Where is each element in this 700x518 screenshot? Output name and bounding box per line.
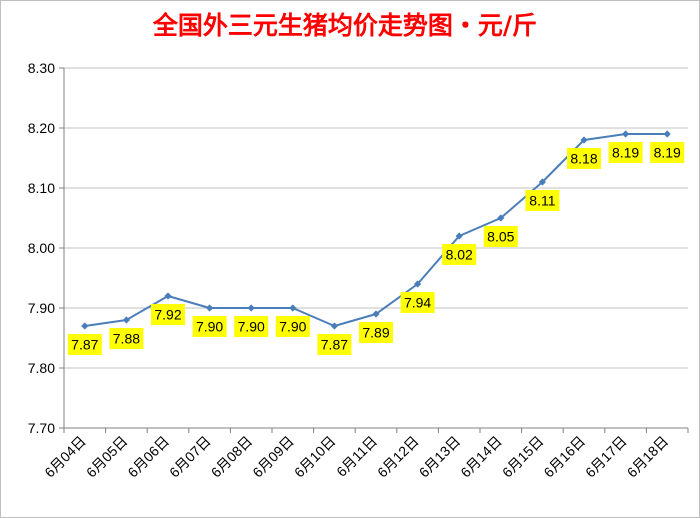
data-label: 8.18 — [570, 151, 597, 167]
data-label: 7.89 — [362, 325, 389, 341]
x-tick-label: 6月08日 — [208, 433, 256, 481]
data-label: 8.11 — [529, 193, 555, 209]
x-tick-label: 6月12日 — [374, 433, 422, 481]
data-point — [622, 130, 630, 138]
x-tick-label: 6月16日 — [540, 433, 588, 481]
data-label-box — [483, 226, 518, 247]
chart-title: 全国外三元生猪均价走势图・元/斤 — [152, 11, 537, 40]
data-point — [330, 322, 338, 330]
data-label-box — [317, 334, 352, 355]
data-label-box — [608, 142, 643, 163]
y-axis-ticks: 7.70 7.80 7.90 8.00 8.10 8.20 8.30 — [28, 60, 64, 436]
x-tick-label: 6月11日 — [333, 433, 380, 480]
data-label: 8.05 — [487, 229, 514, 245]
data-point — [289, 304, 297, 312]
data-point — [122, 316, 130, 324]
y-tick-label: 8.30 — [28, 60, 55, 76]
data-label-box — [567, 148, 601, 169]
x-tick-label: 6月13日 — [416, 433, 464, 481]
data-label: 7.94 — [404, 295, 431, 311]
data-point — [164, 292, 172, 300]
data-point — [247, 304, 255, 312]
data-point — [206, 304, 214, 312]
y-tick-label: 8.00 — [28, 240, 55, 256]
data-label: 7.87 — [71, 337, 98, 353]
data-label-box — [359, 322, 393, 343]
data-label: 7.87 — [321, 337, 348, 353]
data-point — [538, 178, 546, 186]
data-point — [414, 280, 422, 288]
data-label-box — [192, 316, 227, 337]
x-tick-label: 6月17日 — [582, 433, 630, 481]
y-tick-label: 7.70 — [28, 420, 55, 436]
y-tick-label: 8.20 — [28, 120, 55, 136]
wechat-icon — [480, 477, 503, 495]
watermark: 微信号: shengzhuwage — [480, 477, 661, 496]
data-point — [497, 214, 505, 222]
data-label: 8.19 — [612, 145, 639, 161]
data-label-box — [400, 292, 435, 313]
data-label: 8.19 — [654, 145, 681, 161]
data-label: 7.90 — [196, 319, 223, 335]
data-label-box — [650, 142, 685, 163]
data-label: 7.90 — [238, 319, 265, 335]
x-tick-label: 6月06日 — [124, 433, 172, 481]
x-tick-label: 6月09日 — [249, 433, 297, 481]
x-tick-label: 6月14日 — [457, 433, 505, 481]
x-tick-label: 6月04日 — [41, 433, 89, 481]
x-tick-label: 6月18日 — [624, 433, 672, 481]
data-label: 7.92 — [154, 307, 181, 323]
data-point — [81, 322, 89, 330]
data-label-box — [442, 244, 477, 265]
data-label-box — [275, 316, 310, 337]
data-label-box — [151, 304, 185, 325]
data-point — [455, 232, 463, 240]
data-label: 7.90 — [279, 319, 306, 335]
data-point — [372, 310, 380, 318]
x-tick-label: 6月07日 — [166, 433, 214, 481]
data-label: 8.02 — [446, 247, 473, 263]
data-point — [663, 130, 671, 138]
data-label-box — [67, 334, 102, 355]
y-tick-label: 7.90 — [28, 300, 55, 316]
data-label-box — [234, 316, 269, 337]
y-tick-label: 7.80 — [28, 360, 55, 376]
x-tick-label: 6月05日 — [83, 433, 131, 481]
x-tick-label: 6月10日 — [291, 433, 339, 481]
watermark-text: 微信号: shengzhuwage — [505, 480, 661, 496]
data-label-box — [109, 328, 144, 349]
x-axis-ticks: 6月04日6月05日6月06日6月07日6月08日6月09日6月10日6月11日… — [41, 428, 689, 481]
y-tick-label: 8.10 — [28, 180, 55, 196]
data-label: 7.88 — [113, 331, 140, 347]
data-label-box — [525, 190, 560, 211]
grid — [64, 67, 688, 429]
data-labels: 7.87 7.88 7.92 7.90 7.90 7.90 7.87 7.89 7.94 8.02… — [67, 142, 685, 355]
data-point — [580, 136, 588, 144]
x-tick-label: 6月15日 — [499, 433, 547, 481]
